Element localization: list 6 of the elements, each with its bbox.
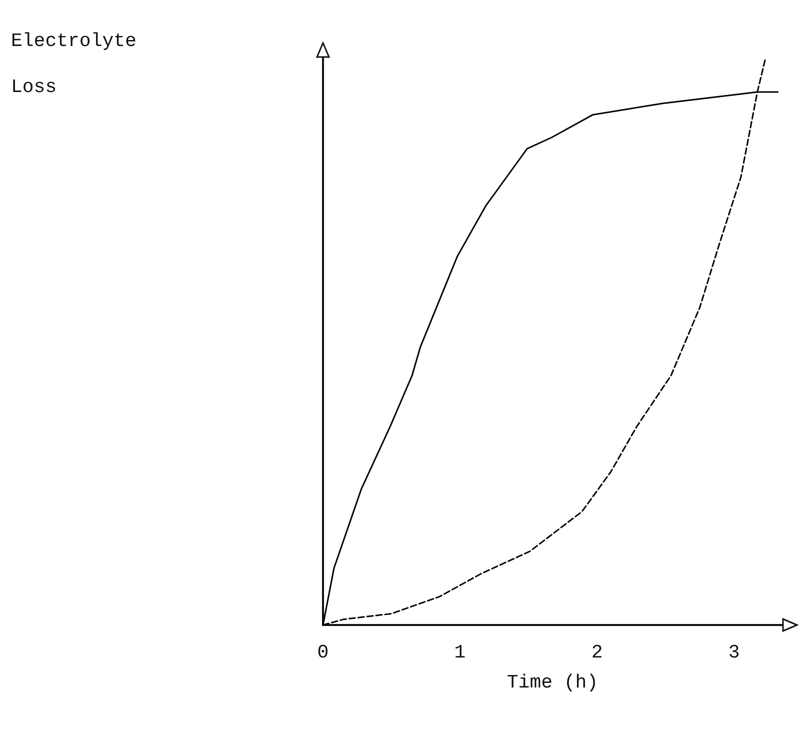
- x-axis-title: Time (h): [506, 672, 598, 694]
- x-tick-label: 1: [454, 642, 466, 664]
- x-tick-label: 2: [591, 642, 603, 664]
- x-tick-label: 0: [317, 642, 329, 664]
- text: Electrolyte Loss: [11, 30, 136, 98]
- x-tick-label: 3: [728, 642, 740, 664]
